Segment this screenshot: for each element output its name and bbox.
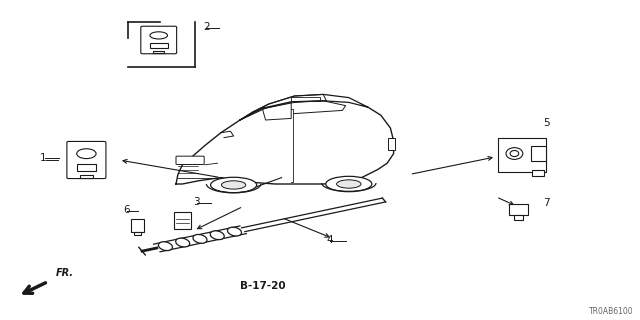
Bar bbox=[150, 43, 168, 48]
Bar bbox=[532, 170, 544, 176]
Ellipse shape bbox=[176, 238, 189, 247]
Text: 3: 3 bbox=[193, 196, 200, 207]
Ellipse shape bbox=[337, 180, 361, 188]
Text: 4: 4 bbox=[326, 235, 333, 245]
Ellipse shape bbox=[150, 32, 168, 39]
Bar bbox=[131, 219, 144, 232]
Bar bbox=[514, 215, 524, 220]
Ellipse shape bbox=[210, 231, 224, 240]
Ellipse shape bbox=[506, 148, 523, 159]
Ellipse shape bbox=[211, 177, 257, 193]
Bar bbox=[509, 204, 528, 215]
Ellipse shape bbox=[77, 149, 96, 159]
Text: B-17-20: B-17-20 bbox=[239, 281, 285, 292]
Text: 5: 5 bbox=[543, 118, 549, 128]
Ellipse shape bbox=[510, 150, 519, 156]
FancyBboxPatch shape bbox=[67, 141, 106, 179]
Polygon shape bbox=[176, 98, 394, 184]
Bar bbox=[77, 164, 96, 171]
Bar bbox=[174, 212, 191, 229]
Polygon shape bbox=[240, 94, 368, 120]
Text: 2: 2 bbox=[203, 22, 209, 32]
Bar bbox=[134, 232, 141, 235]
Text: 6: 6 bbox=[123, 204, 129, 215]
Text: 7: 7 bbox=[543, 198, 549, 208]
Text: 1: 1 bbox=[40, 153, 46, 164]
Bar bbox=[498, 138, 545, 172]
Bar bbox=[153, 51, 164, 53]
Bar bbox=[388, 138, 395, 150]
FancyBboxPatch shape bbox=[176, 156, 204, 164]
Text: FR.: FR. bbox=[56, 268, 74, 278]
Ellipse shape bbox=[159, 242, 172, 251]
Bar bbox=[80, 175, 93, 178]
Bar bbox=[531, 146, 545, 161]
Ellipse shape bbox=[227, 227, 241, 236]
Ellipse shape bbox=[193, 235, 207, 243]
Ellipse shape bbox=[221, 181, 246, 189]
Text: TR0AB6100: TR0AB6100 bbox=[589, 308, 634, 316]
FancyBboxPatch shape bbox=[141, 26, 177, 54]
Ellipse shape bbox=[326, 176, 372, 192]
